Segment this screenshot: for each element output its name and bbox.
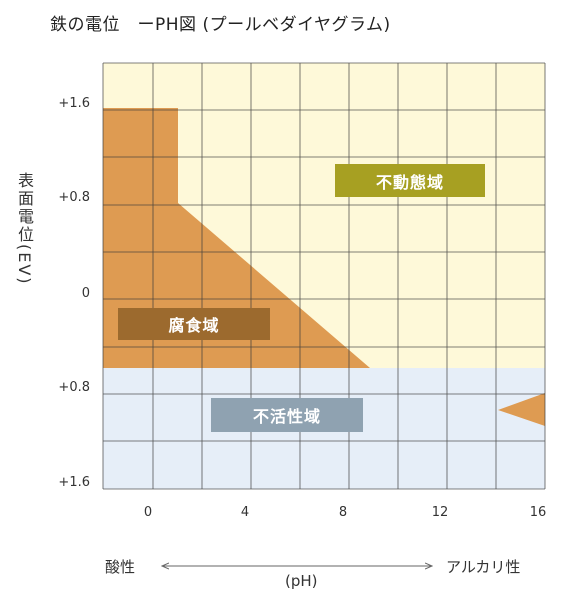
y-tick-label: 0 [81,286,90,301]
alkaline-label: アルカリ性 [446,558,521,576]
y-tick-label: +1.6 [58,96,90,111]
ph-unit-label: (pH) [285,572,318,590]
x-tick-label: 16 [529,505,547,520]
x-tick-label: 8 [338,505,348,520]
y-tick-label: +0.8 [58,190,90,205]
corrosion-region-alkaline [498,393,545,426]
immunity-region-label: 不動態域 [335,164,485,197]
x-tick-label: 12 [431,505,449,520]
passive-region-label: 不活性域 [211,398,363,432]
grid [102,62,546,490]
y-tick-label: +1.6 [58,475,90,490]
y-axis-title: 表面電位(EV) [15,172,34,286]
corrosion-region [103,108,370,368]
y-tick-label: +0.8 [58,380,90,395]
corrosion-region-label: 腐食域 [118,308,270,340]
x-tick-label: 0 [143,505,153,520]
diagram-title: 鉄の電位 ーPH図 (プールベダイヤグラム) [50,15,391,35]
x-tick-label: 4 [240,505,250,520]
acidic-label: 酸性 [105,558,136,576]
